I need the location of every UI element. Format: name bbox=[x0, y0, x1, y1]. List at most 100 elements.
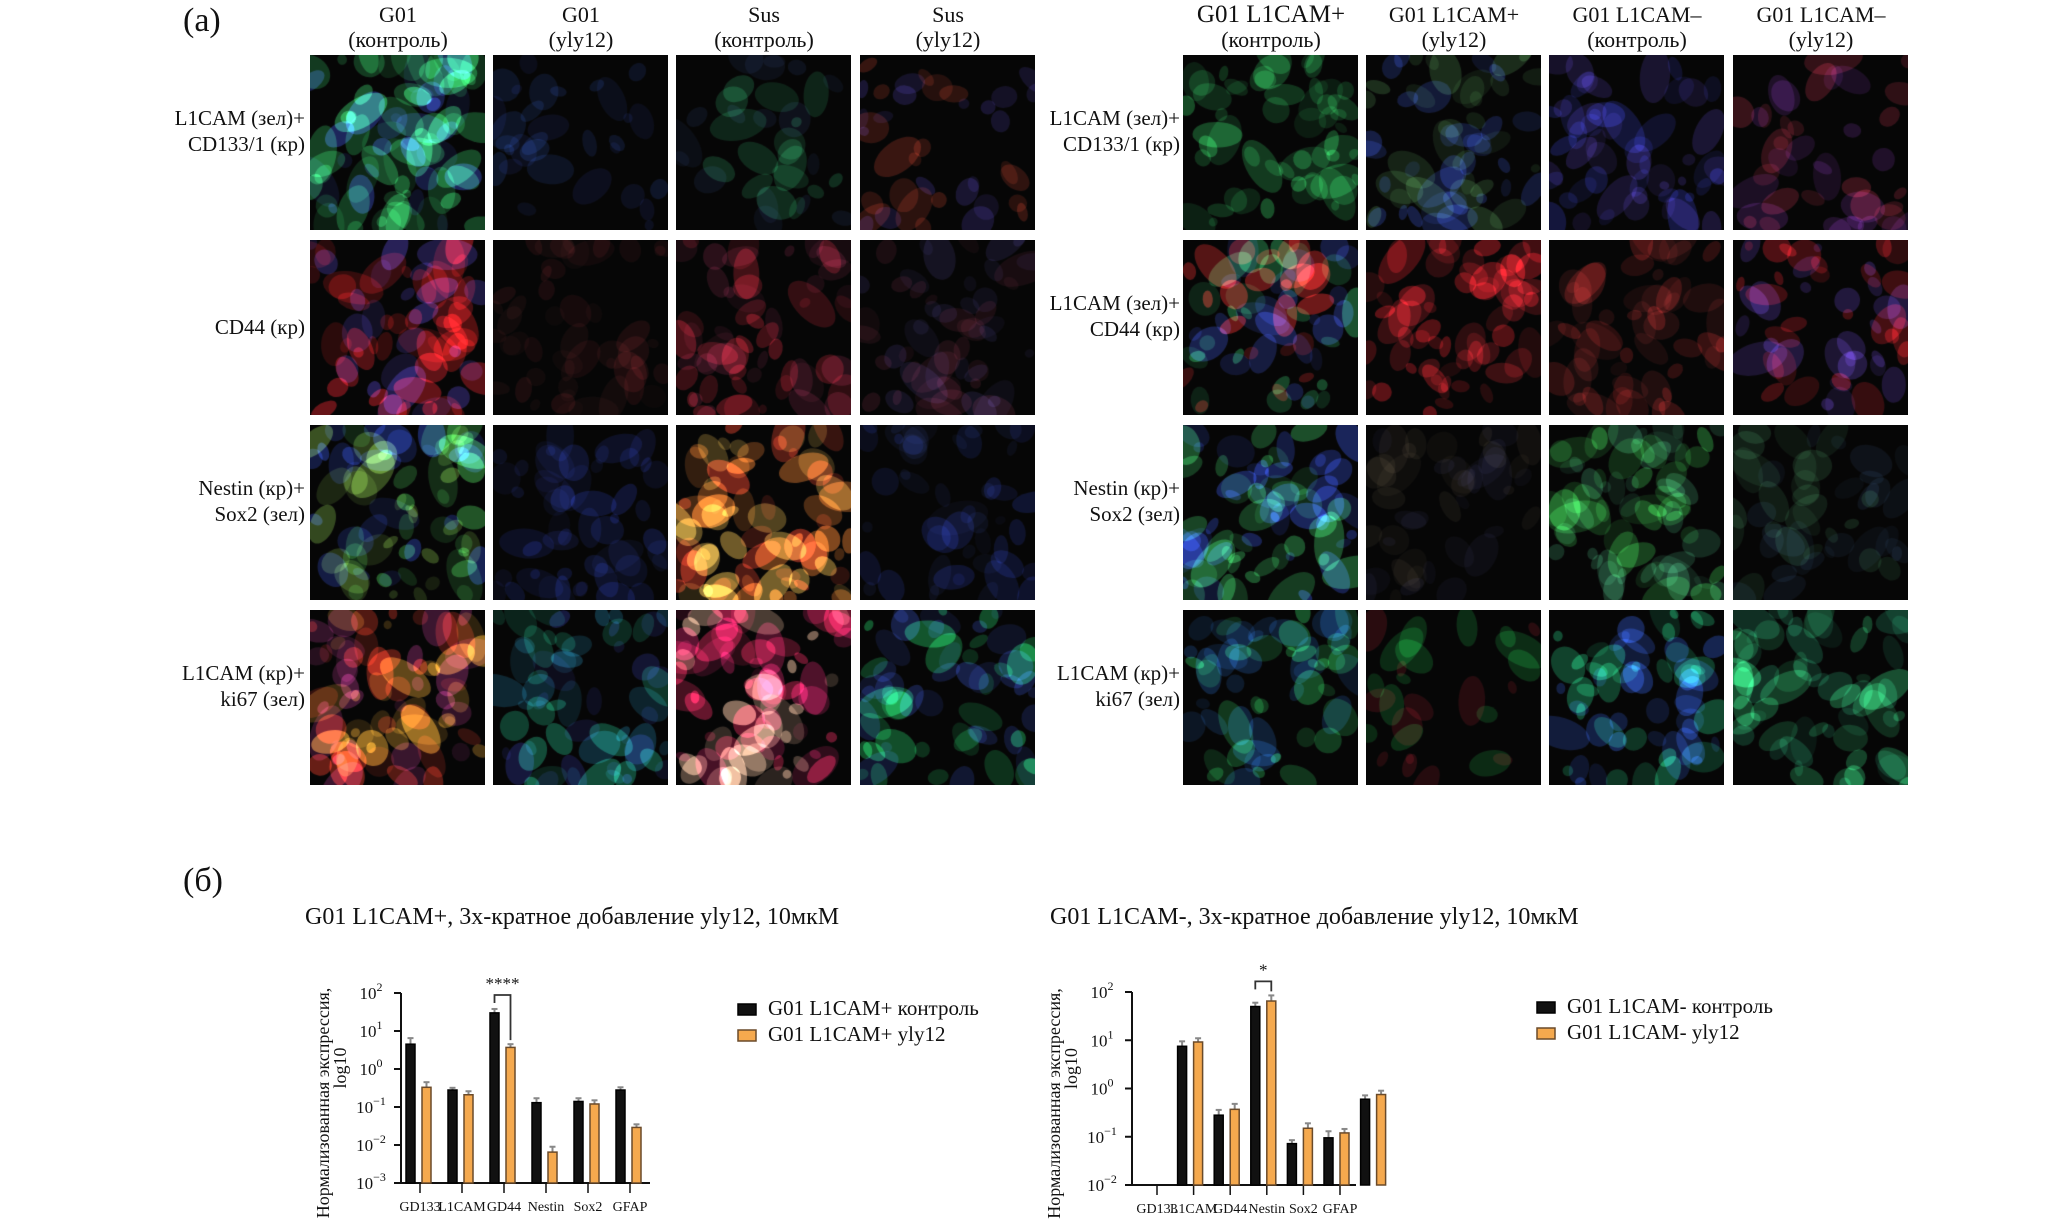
x-tick-label: Sox2 bbox=[1289, 1202, 1318, 1217]
bar-treated bbox=[1192, 1041, 1204, 1186]
legend-label: G01 L1CAM+ yly12 bbox=[768, 1022, 946, 1046]
column-header-line2: (yly12) bbox=[548, 27, 614, 52]
y-tick-label: 10−1 bbox=[1087, 1124, 1117, 1147]
column-header: Sus (yly12) bbox=[848, 2, 1048, 52]
microscopy-image bbox=[1183, 425, 1358, 600]
y-axis-label-line2: log10 bbox=[330, 1047, 350, 1088]
microscopy-image bbox=[860, 425, 1035, 600]
column-header: G01 L1CAM– (контроль) bbox=[1537, 2, 1737, 52]
microscopy-image bbox=[676, 610, 851, 785]
panel-b-label: (б) bbox=[183, 862, 223, 899]
microscopy-image bbox=[1366, 55, 1541, 230]
row-label: CD44 (кр) bbox=[25, 314, 305, 340]
microscopy-image bbox=[310, 55, 485, 230]
column-header: G01 (контроль) bbox=[298, 2, 498, 52]
x-tick-label: GD133 bbox=[1136, 1202, 1177, 1217]
column-header-line2: (контроль) bbox=[1221, 27, 1321, 52]
column-header: Sus (контроль) bbox=[664, 2, 864, 52]
column-header-line1: Sus bbox=[748, 2, 780, 27]
bar-treated bbox=[1375, 1093, 1387, 1186]
significance-bracket bbox=[493, 994, 512, 1041]
microscopy-image bbox=[860, 610, 1035, 785]
row-label: L1CAM (кр)+ ki67 (зел) bbox=[25, 660, 305, 712]
column-header-line2: (контроль) bbox=[348, 27, 448, 52]
y-axis-label: Нормализованная экспрессия, bbox=[313, 988, 333, 1219]
microscopy-image bbox=[1183, 240, 1358, 415]
row-label-line1: Nestin (кр)+ bbox=[198, 476, 305, 500]
bar-control bbox=[531, 1101, 542, 1184]
y-tick-label: 102 bbox=[360, 980, 383, 1003]
panel-a-label: (а) bbox=[183, 2, 221, 39]
bar-control bbox=[573, 1100, 584, 1184]
microscopy-image bbox=[1366, 610, 1541, 785]
microscopy-image bbox=[493, 610, 668, 785]
column-header-line1: G01 L1CAM+ bbox=[1196, 1, 1346, 28]
legend-label: G01 L1CAM+ контроль bbox=[768, 996, 979, 1020]
column-header: G01 L1CAM+ (yly12) bbox=[1354, 2, 1554, 52]
microscopy-image bbox=[676, 55, 851, 230]
microscopy-image bbox=[860, 240, 1035, 415]
microscopy-image bbox=[1733, 240, 1908, 415]
microscopy-image bbox=[1733, 610, 1908, 785]
bar-control bbox=[1213, 1114, 1224, 1186]
column-header-line2: (контроль) bbox=[714, 27, 814, 52]
bar-treated bbox=[631, 1126, 642, 1184]
y-tick-label: 100 bbox=[1091, 1076, 1114, 1099]
microscopy-image bbox=[1549, 425, 1724, 600]
bar-control bbox=[1359, 1098, 1371, 1186]
row-label: L1CAM (зел)+ CD44 (кр) bbox=[900, 290, 1180, 342]
column-header-line2: (yly12) bbox=[1421, 27, 1487, 52]
row-label: Nestin (кр)+ Sox2 (зел) bbox=[900, 475, 1180, 527]
bar-treated bbox=[589, 1103, 600, 1184]
microscopy-image bbox=[1366, 240, 1541, 415]
microscopy-image bbox=[493, 425, 668, 600]
column-header: G01 L1CAM– (yly12) bbox=[1721, 2, 1921, 52]
bar-control bbox=[615, 1089, 626, 1184]
row-label-line2: CD133/1 (кр) bbox=[188, 132, 305, 156]
microscopy-image bbox=[1733, 55, 1908, 230]
row-label-line2: ki67 (зел) bbox=[220, 687, 305, 711]
bar-treated bbox=[547, 1151, 558, 1184]
significance-bracket bbox=[1254, 980, 1273, 992]
legend-swatch bbox=[737, 1003, 757, 1016]
y-axis-label: Нормализованная экспрессия, bbox=[1044, 988, 1064, 1219]
column-header-line1: Sus bbox=[932, 2, 964, 27]
bar-control bbox=[405, 1043, 416, 1184]
row-label-line1: L1CAM (зел)+ bbox=[1049, 106, 1180, 130]
chart-1-title: G01 L1CAM+, 3х-кратное добавление yly12,… bbox=[305, 904, 840, 930]
microscopy-image bbox=[493, 55, 668, 230]
significance-stars: * bbox=[1259, 960, 1268, 979]
chart-2-title: G01 L1CAM-, 3х-кратное добавление yly12,… bbox=[1050, 904, 1579, 930]
legend-swatch bbox=[1536, 1027, 1556, 1040]
row-label: L1CAM (зел)+ CD133/1 (кр) bbox=[25, 105, 305, 157]
bar-treated bbox=[1302, 1127, 1314, 1186]
bar-control bbox=[1286, 1142, 1298, 1186]
column-header-line1: G01 L1CAM+ bbox=[1388, 2, 1520, 27]
y-tick-label: 10−1 bbox=[356, 1094, 386, 1117]
column-header: G01 L1CAM+ (контроль) bbox=[1171, 2, 1371, 52]
bar-treated bbox=[1266, 1000, 1277, 1186]
bar-treated bbox=[1339, 1132, 1350, 1186]
y-tick-label: 100 bbox=[360, 1056, 383, 1079]
row-label: L1CAM (зел)+ CD133/1 (кр) bbox=[900, 105, 1180, 157]
bar-control bbox=[1176, 1045, 1188, 1186]
column-header-line1: G01 bbox=[562, 2, 600, 27]
bar-treated bbox=[463, 1094, 474, 1184]
microscopy-image bbox=[1549, 55, 1724, 230]
microscopy-image bbox=[676, 425, 851, 600]
y-tick-label: 101 bbox=[360, 1018, 383, 1041]
microscopy-image bbox=[310, 425, 485, 600]
row-label-line1: L1CAM (зел)+ bbox=[1049, 291, 1180, 315]
bar-control bbox=[1323, 1137, 1334, 1186]
x-tick-label: Sox2 bbox=[574, 1200, 603, 1215]
row-label-line2: Sox2 (зел) bbox=[214, 502, 305, 526]
bar-control bbox=[1250, 1005, 1261, 1186]
y-tick-label: 10−2 bbox=[356, 1132, 386, 1155]
row-label-line2: CD44 (кр) bbox=[1089, 317, 1180, 341]
microscopy-image bbox=[1366, 425, 1541, 600]
microscopy-image bbox=[676, 240, 851, 415]
y-tick-label: 101 bbox=[1091, 1027, 1114, 1050]
row-label-line1: L1CAM (кр)+ bbox=[1057, 661, 1180, 685]
significance-stars: **** bbox=[486, 974, 520, 993]
